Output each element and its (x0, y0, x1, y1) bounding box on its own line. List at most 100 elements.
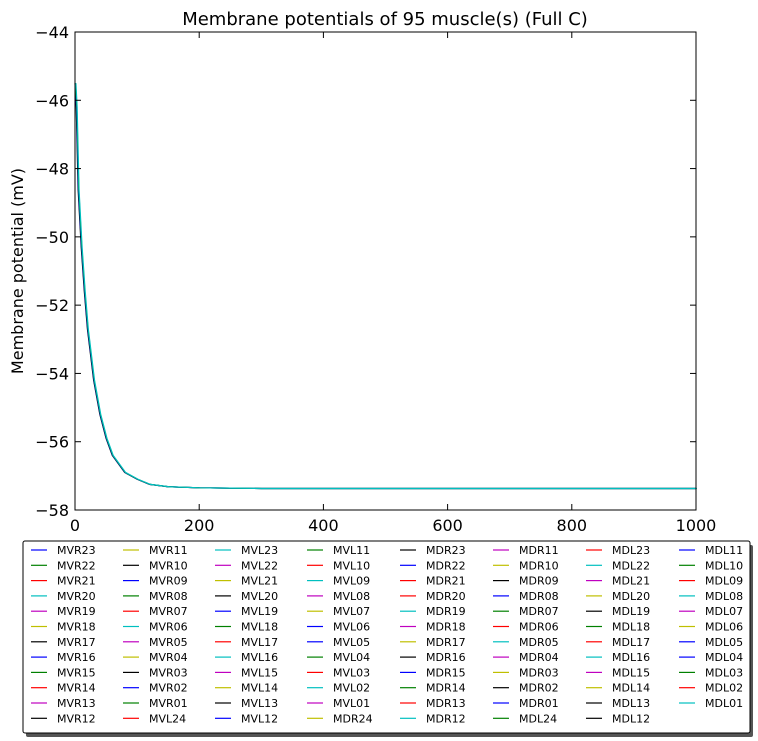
legend-label: MVL18 (241, 621, 278, 634)
legend-label: MDR15 (426, 666, 466, 679)
legend-label: MDR12 (426, 712, 466, 725)
legend-label: MVL06 (333, 621, 370, 634)
legend-label: MDL06 (705, 621, 743, 634)
legend-label: MDL01 (705, 697, 743, 710)
legend-label: MVL23 (241, 544, 278, 557)
legend-label: MVL11 (333, 544, 370, 557)
legend-label: MVR14 (57, 682, 96, 695)
legend-label: MDL12 (612, 712, 650, 725)
y-tick-label: −54 (35, 364, 69, 383)
legend-label: MDL18 (612, 621, 650, 634)
legend-label: MDR23 (426, 544, 466, 557)
legend-label: MDR10 (519, 559, 559, 572)
legend-label: MVL04 (333, 651, 370, 664)
legend-label: MVR17 (57, 636, 96, 649)
legend-label: MDL09 (705, 575, 743, 588)
legend-label: MVL01 (333, 697, 370, 710)
legend-label: MDR24 (333, 712, 373, 725)
legend-label: MVR20 (57, 590, 96, 603)
legend-label: MVR13 (57, 697, 96, 710)
legend-label: MVL19 (241, 605, 278, 618)
chart-title: Membrane potentials of 95 muscle(s) (Ful… (182, 9, 588, 30)
legend-label: MDL13 (612, 697, 650, 710)
legend-label: MDR08 (519, 590, 559, 603)
legend-label: MDR06 (519, 621, 559, 634)
y-tick-label: −50 (35, 228, 69, 247)
y-tick-label: −46 (35, 91, 69, 110)
legend-label: MVL08 (333, 590, 370, 603)
legend-label: MDL14 (612, 682, 650, 695)
legend-label: MVR15 (57, 666, 96, 679)
legend-label: MVR07 (149, 605, 188, 618)
x-tick-label: 800 (557, 516, 588, 535)
legend-label: MDR14 (426, 682, 466, 695)
legend-label: MDR17 (426, 636, 466, 649)
legend-label: MDL02 (705, 682, 743, 695)
legend-label: MDL23 (612, 544, 650, 557)
y-tick-label: −48 (35, 160, 69, 179)
legend-label: MDL19 (612, 605, 650, 618)
y-tick-label: −44 (35, 23, 69, 42)
legend-label: MDL17 (612, 636, 650, 649)
legend-label: MVL12 (241, 712, 278, 725)
legend-label: MDR07 (519, 605, 559, 618)
legend-label: MDL20 (612, 590, 650, 603)
legend-label: MVR23 (57, 544, 96, 557)
legend-label: MDR20 (426, 590, 466, 603)
legend-label: MVR19 (57, 605, 96, 618)
legend-label: MVL05 (333, 636, 370, 649)
legend-label: MDR11 (519, 544, 559, 557)
legend-label: MVR12 (57, 712, 96, 725)
legend-label: MVR08 (149, 590, 188, 603)
x-tick-label: 1000 (676, 516, 717, 535)
legend-label: MDR13 (426, 697, 466, 710)
x-tick-label: 400 (308, 516, 339, 535)
legend-label: MVL22 (241, 559, 278, 572)
legend-label: MDR09 (519, 575, 559, 588)
legend-label: MVR01 (149, 697, 188, 710)
plot-area: 0 200 400 600 800 1000 −44 −46 −48 −50 −52 −54 −56 −5… (35, 23, 716, 535)
y-axis-label: Membrane potential (mV) (8, 168, 27, 374)
legend-label: MVL14 (241, 682, 278, 695)
legend-label: MVR02 (149, 682, 188, 695)
legend-label: MDL04 (705, 651, 743, 664)
legend-label: MVR21 (57, 575, 96, 588)
legend-label: MVR09 (149, 575, 188, 588)
legend-label: MVR06 (149, 621, 188, 634)
legend-label: MVL10 (333, 559, 370, 572)
legend-label: MVL16 (241, 651, 278, 664)
legend-label: MDL15 (612, 666, 650, 679)
legend-label: MDL24 (519, 712, 557, 725)
legend-label: MVL15 (241, 666, 278, 679)
legend-label: MDL22 (612, 559, 650, 572)
legend-label: MDR19 (426, 605, 466, 618)
legend-label: MDR16 (426, 651, 466, 664)
legend-label: MVL20 (241, 590, 278, 603)
legend-label: MVL09 (333, 575, 370, 588)
series-line (75, 83, 697, 490)
y-tick-label: −52 (35, 296, 69, 315)
x-tick-label: 200 (184, 516, 215, 535)
legend-label: MDR18 (426, 621, 466, 634)
legend-label: MVL24 (149, 712, 186, 725)
legend-label: MDL05 (705, 636, 743, 649)
legend-label: MVR22 (57, 559, 96, 572)
legend-label: MDR03 (519, 666, 559, 679)
legend-label: MVL21 (241, 575, 278, 588)
legend-label: MDL07 (705, 605, 743, 618)
legend-label: MDL11 (705, 544, 743, 557)
legend-label: MDL08 (705, 590, 743, 603)
legend-label: MVR16 (57, 651, 96, 664)
legend-label: MDR04 (519, 651, 559, 664)
plot-frame (74, 31, 697, 511)
legend-label: MVL17 (241, 636, 278, 649)
legend-label: MVR04 (149, 651, 188, 664)
legend-label: MVL02 (333, 682, 370, 695)
legend-label: MVR10 (149, 559, 188, 572)
legend-label: MVL13 (241, 697, 278, 710)
y-tick-label: −58 (35, 501, 69, 520)
legend-label: MDR01 (519, 697, 559, 710)
legend-label: MVR18 (57, 621, 96, 634)
legend-label: MVL03 (333, 666, 370, 679)
